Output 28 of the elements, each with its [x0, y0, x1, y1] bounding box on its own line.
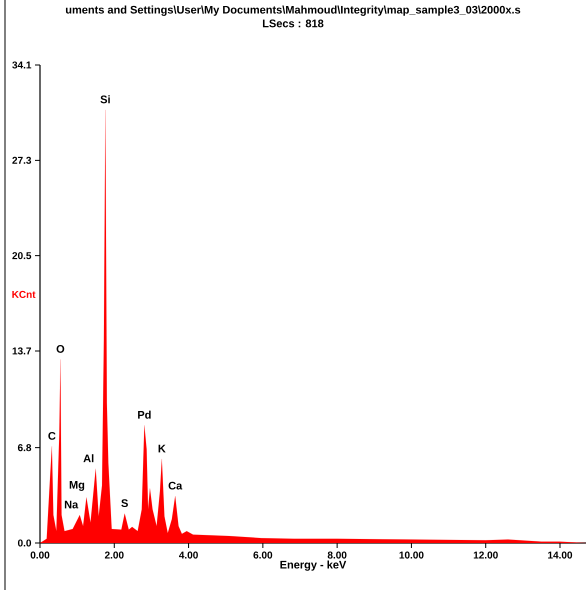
x-tick-label: 10.00 — [400, 552, 424, 559]
annotation: Pd — [138, 410, 151, 419]
x-tick-label: 8.00 — [328, 552, 346, 559]
y-tick-label: 13.7 — [12, 347, 32, 354]
y-axis-title: KCnt — [12, 290, 36, 298]
y-tick-label: 34.1 — [12, 61, 32, 69]
y-tick-label: 6.8 — [18, 444, 32, 452]
annotation: Al — [83, 454, 94, 462]
annotation: Si — [100, 95, 110, 104]
annotation: Ca — [168, 482, 182, 490]
y-tick-label: 20.5 — [12, 252, 32, 260]
chart-subtitle: LSecs : 818 — [262, 20, 324, 28]
chart-title: uments and Settings\User\My Documents\Mahmoud\Integrity\map_sample3_03\2000x.s — [66, 6, 520, 16]
x-tick-label: 6.00 — [253, 552, 272, 559]
x-axis-title: Energy - keV — [280, 560, 346, 571]
x-tick-label: 2.00 — [104, 552, 124, 559]
annotation: O — [56, 345, 64, 353]
y-tick-label: 27.3 — [12, 156, 32, 164]
x-tick-label: 0.00 — [30, 552, 50, 559]
annotation: Na — [64, 500, 78, 508]
annotation: Mg — [70, 481, 84, 491]
y-tick-label: 0.0 — [18, 539, 32, 547]
x-tick-label: 12.00 — [474, 552, 498, 559]
annotation: K — [158, 444, 166, 452]
annotation: C — [48, 432, 56, 440]
annotation: S — [121, 499, 128, 508]
x-tick-label: 4.00 — [178, 552, 198, 559]
x-tick-label: 14.00 — [548, 552, 572, 559]
